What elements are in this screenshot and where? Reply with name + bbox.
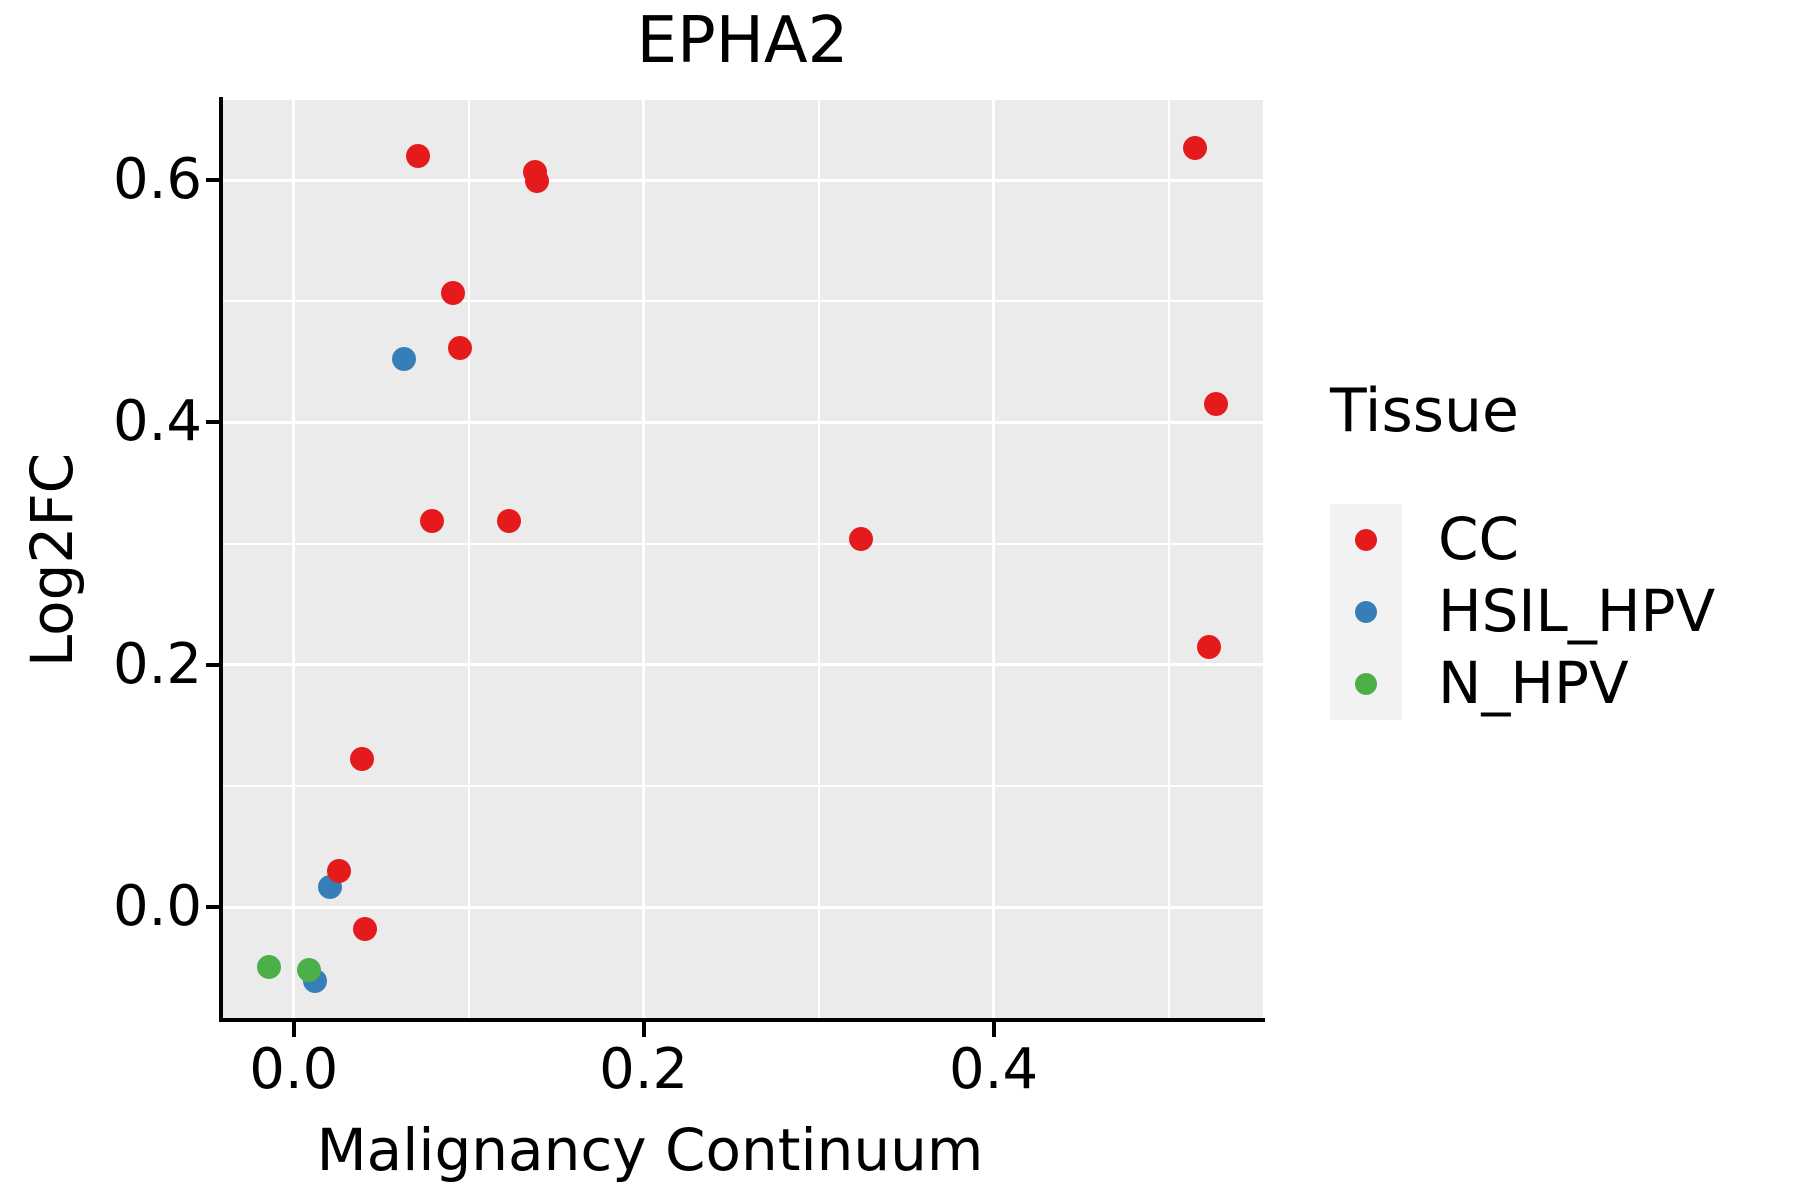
data-point-CC bbox=[1182, 136, 1207, 161]
major-gridline-horizontal bbox=[222, 178, 1263, 182]
data-point-CC bbox=[524, 169, 549, 194]
data-point-N_HPV bbox=[297, 958, 322, 983]
y-axis-line bbox=[219, 97, 223, 1022]
data-point-CC bbox=[496, 508, 521, 533]
data-point-CC bbox=[1196, 634, 1221, 659]
major-gridline-horizontal bbox=[222, 420, 1263, 424]
data-point-CC bbox=[419, 508, 444, 533]
legend-item-HSIL_HPV: HSIL_HPV bbox=[1330, 576, 1770, 648]
legend-dot-HSIL_HPV bbox=[1355, 601, 1377, 623]
data-point-CC bbox=[349, 747, 374, 772]
page-title: EPHA2 bbox=[636, 4, 849, 78]
legend-item-CC: CC bbox=[1330, 504, 1770, 576]
data-point-CC bbox=[440, 280, 465, 305]
y-axis-title: Log2FC bbox=[18, 452, 86, 668]
legend-item-N_HPV: N_HPV bbox=[1330, 648, 1770, 720]
minor-gridline-vertical bbox=[817, 100, 820, 1020]
minor-gridline-vertical bbox=[1167, 100, 1170, 1020]
major-gridline-horizontal bbox=[222, 905, 1263, 909]
data-point-CC bbox=[327, 858, 352, 883]
major-gridline-vertical bbox=[642, 100, 646, 1020]
minor-gridline-horizontal bbox=[222, 785, 1263, 788]
data-point-CC bbox=[405, 143, 430, 168]
y-tick-label: 0.6 bbox=[112, 147, 202, 212]
minor-gridline-horizontal bbox=[222, 300, 1263, 303]
y-tick-label: 0.0 bbox=[112, 874, 202, 940]
minor-gridline-horizontal bbox=[222, 542, 1263, 545]
y-tick-mark bbox=[206, 420, 222, 425]
major-gridline-horizontal bbox=[222, 663, 1263, 667]
x-tick-mark bbox=[291, 1022, 296, 1037]
x-tick-label: 0.0 bbox=[249, 1037, 339, 1102]
legend-dot-CC bbox=[1355, 529, 1377, 551]
y-tick-mark bbox=[206, 905, 222, 910]
y-tick-mark bbox=[206, 662, 222, 667]
x-axis-line bbox=[219, 1018, 1265, 1022]
x-tick-mark bbox=[641, 1022, 646, 1037]
data-point-HSIL_HPV bbox=[391, 347, 416, 372]
data-point-CC bbox=[353, 917, 378, 942]
data-point-N_HPV bbox=[257, 954, 282, 979]
data-point-CC bbox=[848, 526, 873, 551]
data-point-CC bbox=[1203, 392, 1228, 417]
y-tick-mark bbox=[206, 178, 222, 182]
legend-items: CC HSIL_HPV N_HPV bbox=[1330, 504, 1770, 720]
major-gridline-vertical bbox=[292, 100, 296, 1020]
x-tick-label: 0.4 bbox=[949, 1037, 1039, 1102]
legend-item-label: HSIL_HPV bbox=[1438, 577, 1716, 646]
legend-item-label: N_HPV bbox=[1438, 649, 1629, 718]
major-gridline-vertical bbox=[992, 100, 996, 1020]
x-tick-mark bbox=[991, 1022, 996, 1037]
minor-gridline-vertical bbox=[467, 100, 470, 1020]
legend-item-label: CC bbox=[1438, 505, 1519, 574]
x-tick-label: 0.2 bbox=[599, 1037, 689, 1102]
x-axis-title: Malignancy Continuum bbox=[316, 1116, 984, 1184]
data-point-CC bbox=[447, 336, 472, 361]
y-tick-label: 0.4 bbox=[112, 389, 202, 455]
y-tick-label: 0.2 bbox=[112, 631, 202, 697]
legend-dot-N_HPV bbox=[1355, 673, 1377, 695]
legend-title: Tissue bbox=[1330, 376, 1519, 446]
plot-panel bbox=[222, 100, 1263, 1020]
